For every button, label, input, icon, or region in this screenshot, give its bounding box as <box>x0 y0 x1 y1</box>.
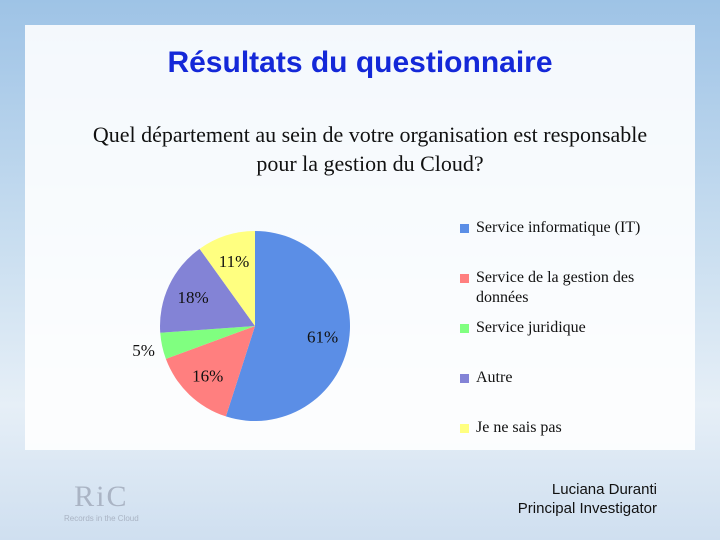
legend-entry: Service juridique <box>460 318 680 368</box>
legend-entry: Je ne sais pas <box>460 418 680 468</box>
role: Principal Investigator <box>517 500 657 517</box>
value-label: 61% <box>307 328 338 347</box>
subtitle: Quel département au sein de votre organi… <box>92 122 648 176</box>
legend-label: Service juridique <box>476 319 586 336</box>
pie-slice <box>199 231 255 326</box>
legend-swatch <box>460 224 469 233</box>
legend-swatch <box>460 374 469 383</box>
legend-label: Autre <box>476 369 513 386</box>
pie-slice <box>165 326 255 417</box>
value-label: 18% <box>177 288 208 307</box>
legend-entry: Service informatique (IT) <box>460 218 680 268</box>
title: Résultats du questionnaire <box>167 46 553 79</box>
footer: Luciana Duranti Principal Investigator <box>518 480 657 518</box>
pie-slice <box>225 231 350 421</box>
legend-swatch <box>460 324 469 333</box>
legend-swatch <box>460 274 469 283</box>
logo-subtitle: Records in the Cloud <box>64 514 139 523</box>
legend-label: Je ne sais pas <box>476 419 562 436</box>
value-label: 16% <box>192 366 223 385</box>
legend-entry: Service de la gestion des données <box>460 268 680 318</box>
logo: RiC Records in the Cloud <box>64 480 139 523</box>
legend-entry: Autre <box>460 368 680 418</box>
value-label: 5% <box>132 341 155 360</box>
value-label: 11% <box>219 252 250 271</box>
author: Luciana Duranti <box>551 481 657 498</box>
pie-slice <box>160 326 255 359</box>
legend-swatch <box>460 424 469 433</box>
panel <box>25 25 695 450</box>
legend: Service informatique (IT) Service de la g… <box>460 218 680 468</box>
pie-slice <box>160 248 255 333</box>
logo-text: RiC <box>74 480 129 513</box>
legend-label: Service informatique (IT) <box>476 219 641 236</box>
legend-label: Service de la gestion des données <box>476 269 635 306</box>
